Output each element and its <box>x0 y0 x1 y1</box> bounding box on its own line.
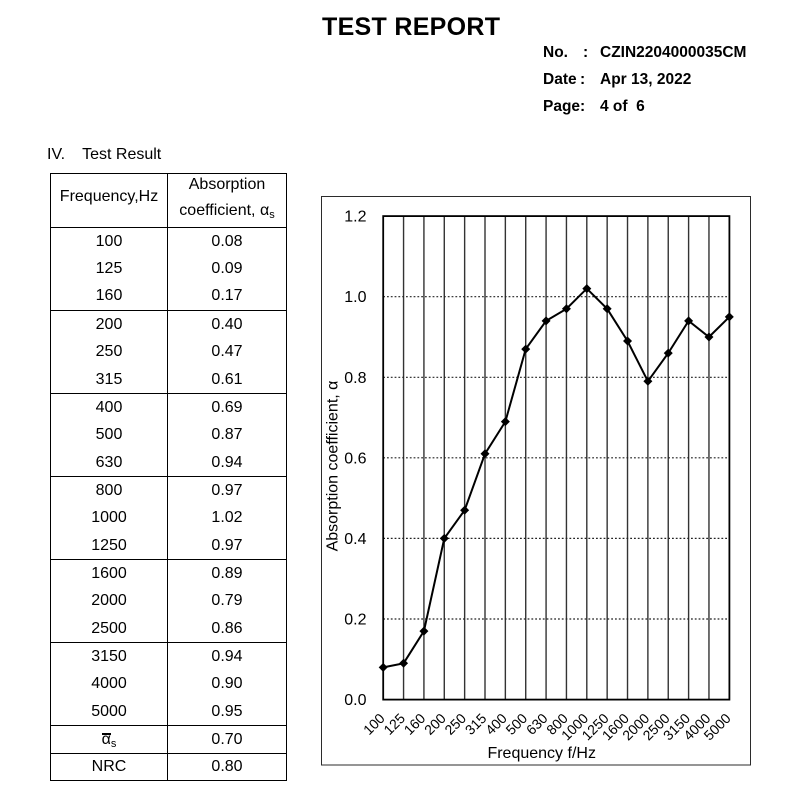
svg-text:0.6: 0.6 <box>344 450 366 467</box>
svg-text:1.2: 1.2 <box>344 209 366 226</box>
svg-text:0.4: 0.4 <box>344 531 366 548</box>
svg-text:Absorption coefficient, α: Absorption coefficient, α <box>324 381 341 552</box>
svg-text:0.0: 0.0 <box>344 692 366 709</box>
svg-text:0.2: 0.2 <box>344 612 366 629</box>
svg-text:0.8: 0.8 <box>344 370 366 387</box>
svg-text:Frequency f/Hz: Frequency f/Hz <box>487 745 595 762</box>
svg-text:1.0: 1.0 <box>344 289 366 306</box>
